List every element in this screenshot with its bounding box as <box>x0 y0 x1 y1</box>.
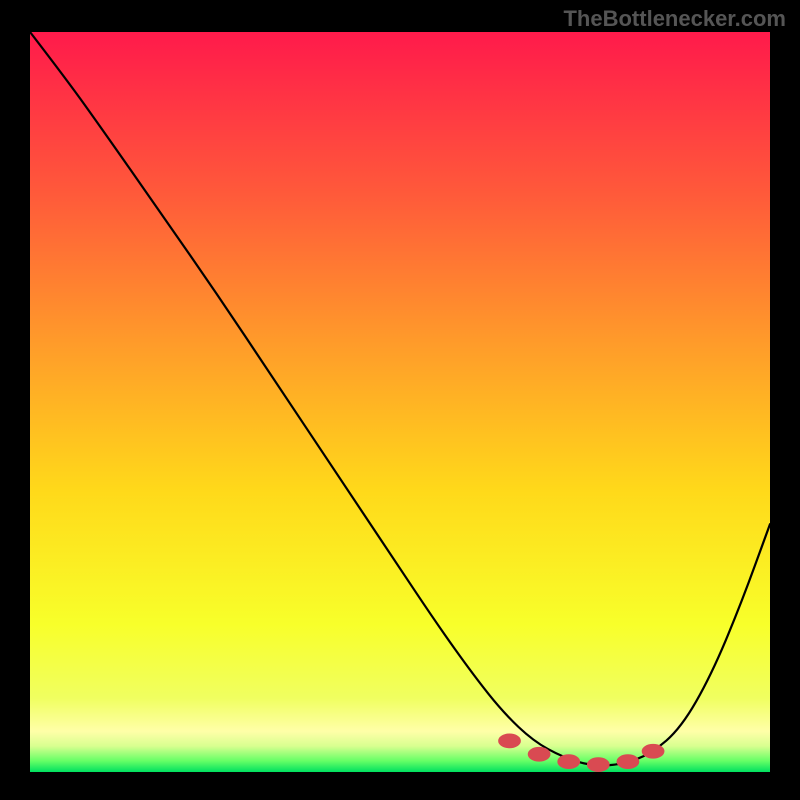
optimal-marker <box>587 758 609 772</box>
bottleneck-curve-plot <box>30 32 770 772</box>
optimal-marker <box>528 747 550 761</box>
optimal-marker <box>558 755 580 769</box>
plot-background-gradient <box>30 32 770 772</box>
optimal-marker <box>642 744 664 758</box>
optimal-marker <box>617 755 639 769</box>
stage: TheBottlenecker.com <box>0 0 800 800</box>
watermark-text: TheBottlenecker.com <box>563 6 786 32</box>
optimal-marker <box>499 734 521 748</box>
plot-svg <box>30 32 770 772</box>
